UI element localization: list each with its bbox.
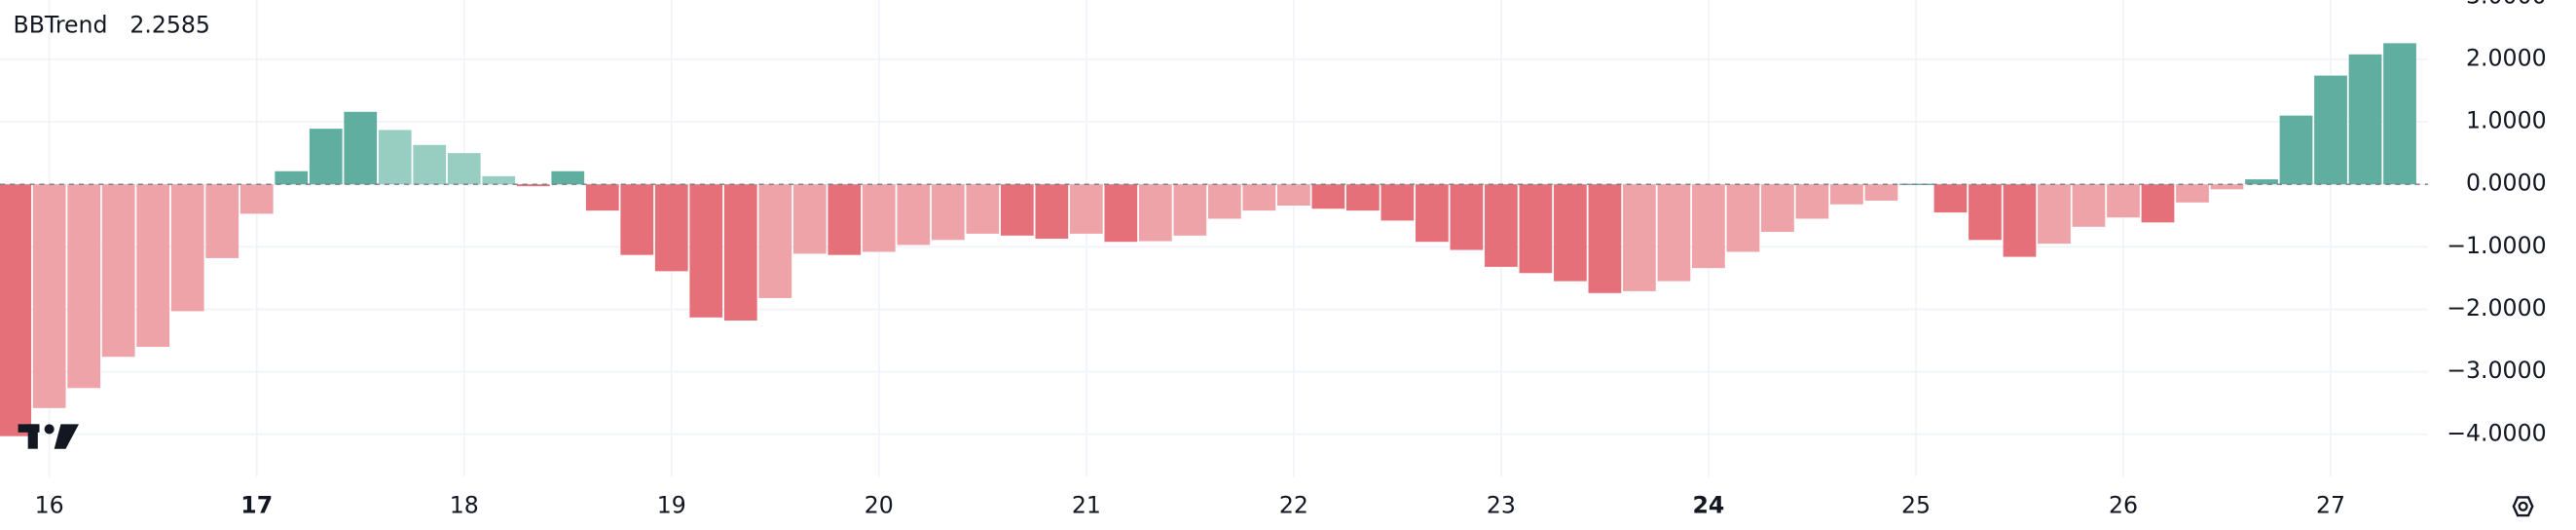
bar (689, 184, 723, 318)
labels: −4.0000 −3.0000 −2.0000 −1.0000 0.0000 1.0000… (35, 0, 2547, 518)
y-tick-label: 0.0000 (2466, 170, 2547, 197)
bar (828, 184, 862, 255)
bar (1623, 184, 1656, 291)
bar (1554, 184, 1587, 282)
bar (136, 184, 170, 347)
x-tick-label: 18 (450, 491, 479, 518)
bar (1726, 184, 1760, 252)
indicator-value: 2.2585 (129, 12, 210, 39)
settings-button[interactable] (2512, 496, 2534, 517)
bar (2003, 184, 2037, 257)
y-tick-label: −4.0000 (2447, 419, 2546, 446)
bar (1830, 184, 1863, 205)
x-tick-label: 24 (1693, 491, 1725, 518)
x-tick-label: 23 (1487, 491, 1516, 518)
bar (1035, 184, 1069, 240)
x-tick-label: 20 (865, 491, 894, 518)
y-tick-label: 1.0000 (2466, 107, 2547, 134)
x-tick-label: 16 (35, 491, 64, 518)
bar (585, 184, 619, 211)
bar (0, 184, 32, 436)
x-tick-label: 22 (1279, 491, 1308, 518)
bar (1795, 184, 1829, 219)
y-tick-label: −1.0000 (2447, 232, 2546, 259)
bar (966, 184, 1000, 234)
bar (2176, 184, 2209, 203)
bar (1933, 184, 1968, 213)
bar (344, 111, 378, 185)
y-tick-label: −2.0000 (2447, 294, 2546, 322)
bar (1242, 184, 1276, 211)
x-tick-label: 21 (1072, 491, 1101, 518)
bars (0, 43, 2429, 436)
bar (931, 184, 965, 241)
bar (516, 184, 550, 187)
x-tick-label: 17 (240, 491, 273, 518)
y-tick-label: 2.0000 (2466, 44, 2547, 71)
y-tick-label: 3.0000 (2466, 0, 2547, 9)
bar (309, 129, 343, 185)
bar (1416, 184, 1449, 243)
bar (239, 184, 274, 214)
x-tick-label: 19 (657, 491, 686, 518)
bar (1519, 184, 1553, 274)
bar (758, 184, 792, 298)
bar (170, 184, 204, 312)
bar (101, 184, 135, 358)
bar (1692, 184, 1725, 269)
bar (1000, 184, 1034, 236)
bar (2141, 184, 2175, 223)
bar (413, 144, 447, 185)
bar (1864, 184, 1898, 201)
indicator-title: BBTrend (14, 12, 108, 39)
bar (897, 184, 931, 246)
bar (32, 184, 66, 408)
bar (1311, 184, 1345, 209)
bar (2348, 54, 2382, 185)
bar (2314, 75, 2347, 185)
bar (654, 184, 688, 272)
bar (378, 130, 412, 185)
bar (1207, 184, 1241, 219)
bar (205, 184, 239, 258)
y-tick-label: −3.0000 (2447, 357, 2546, 384)
bar (1138, 184, 1172, 242)
bar (1657, 184, 1691, 282)
bar (2038, 184, 2071, 245)
bar (1485, 184, 1518, 267)
bar (1069, 184, 1103, 234)
bar (1346, 184, 1380, 211)
bar (482, 175, 516, 185)
bar (1969, 184, 2002, 241)
bar (447, 153, 481, 185)
bar (1276, 184, 1310, 207)
bar (1450, 184, 1484, 250)
bar (67, 184, 101, 389)
x-tick-label: 25 (1901, 491, 1931, 518)
bar (2383, 43, 2416, 185)
bar (2210, 184, 2244, 190)
bar (862, 184, 896, 252)
bar (792, 184, 827, 254)
tradingview-logo (18, 424, 79, 449)
bar (2279, 115, 2313, 185)
bar (1173, 184, 1207, 236)
bar (1380, 184, 1415, 221)
bar (2107, 184, 2140, 218)
bar (1588, 184, 1622, 293)
bar (1104, 184, 1138, 243)
bar (2245, 179, 2278, 185)
bar (620, 184, 654, 255)
bar (1761, 184, 1794, 232)
bar (723, 184, 757, 322)
x-tick-label: 26 (2109, 491, 2138, 518)
x-tick-label: 27 (2316, 491, 2345, 518)
bar (275, 170, 309, 185)
bar (2072, 184, 2106, 227)
bar (551, 170, 585, 185)
